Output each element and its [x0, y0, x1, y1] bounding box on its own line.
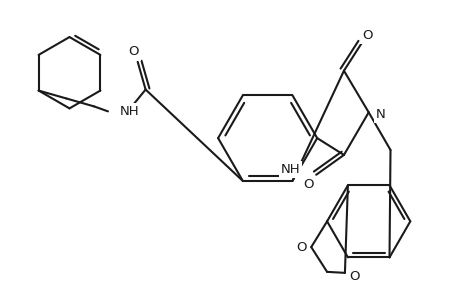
Text: NH: NH: [280, 163, 300, 176]
Text: NH: NH: [120, 105, 139, 118]
Text: O: O: [302, 178, 313, 191]
Text: O: O: [349, 270, 359, 283]
Text: O: O: [128, 45, 139, 58]
Text: O: O: [296, 241, 306, 254]
Text: N: N: [375, 108, 385, 121]
Text: O: O: [362, 28, 372, 42]
